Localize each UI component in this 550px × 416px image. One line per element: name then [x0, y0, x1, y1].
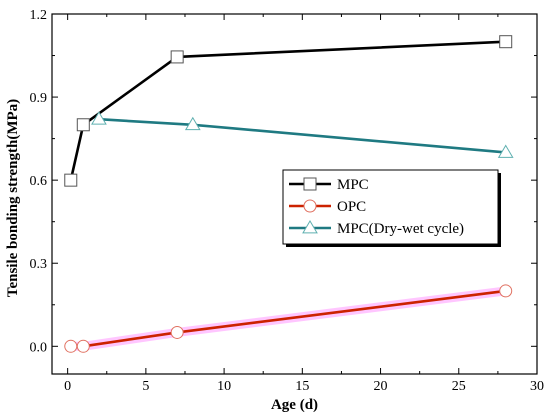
- x-axis-title: Age (d): [271, 397, 318, 413]
- legend-label: MPC(Dry-wet cycle): [337, 221, 464, 237]
- data-point: [171, 326, 183, 338]
- data-point: [77, 119, 89, 131]
- x-tick-label: 0: [64, 379, 71, 394]
- data-point: [65, 340, 77, 352]
- data-point: [77, 340, 89, 352]
- x-tick-label: 10: [217, 379, 231, 394]
- x-tick-label: 25: [452, 379, 466, 394]
- x-tick-label: 15: [295, 379, 309, 394]
- x-tick-label: 5: [142, 379, 149, 394]
- data-point: [171, 51, 183, 63]
- y-tick-label: 0.6: [30, 174, 48, 189]
- series-line: [71, 291, 506, 346]
- x-tick-label: 20: [374, 379, 388, 394]
- data-point: [65, 174, 77, 186]
- legend: MPC OPC MPC(Dry-wet cycle): [283, 170, 501, 247]
- y-tick-label: 0.9: [30, 91, 48, 106]
- series-2: [92, 112, 513, 157]
- series-0: [65, 36, 512, 186]
- y-tick-label: 0.0: [30, 340, 48, 355]
- legend-marker: [304, 200, 316, 212]
- legend-marker: [304, 178, 316, 190]
- data-point: [500, 285, 512, 297]
- series-line: [99, 119, 506, 152]
- legend-label: MPC: [337, 177, 369, 193]
- x-tick-label: 30: [530, 379, 544, 394]
- data-point: [500, 36, 512, 48]
- y-tick-label: 0.3: [30, 257, 48, 272]
- series-1: [65, 285, 512, 352]
- y-tick-label: 1.2: [30, 8, 48, 23]
- legend-label: OPC: [337, 199, 366, 215]
- y-axis-title: Tensile bonding strength(MPa): [5, 99, 21, 297]
- series-line: [71, 42, 506, 180]
